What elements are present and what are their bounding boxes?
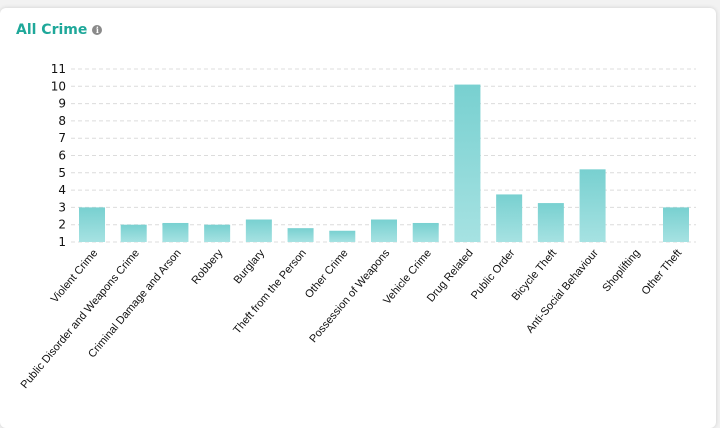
bar[interactable] [162,222,189,242]
bar[interactable] [537,203,564,242]
x-tick-label: Shoplifting [600,247,642,294]
bar[interactable] [371,219,397,242]
bar[interactable] [454,84,481,242]
bar[interactable] [412,222,439,242]
y-tick-label: 1 [58,235,66,249]
bar[interactable] [120,224,147,242]
x-tick-label: Possession of Weapons [307,247,392,345]
bar[interactable] [496,194,523,242]
x-tick-label: Theft from the Person [231,247,309,336]
y-tick-label: 9 [58,97,66,111]
bar[interactable] [204,224,231,242]
bar[interactable] [79,207,105,242]
y-tick-label: 4 [58,183,66,197]
info-icon[interactable]: i [92,25,103,35]
y-tick-label: 10 [51,79,66,93]
y-tick-label: 2 [58,218,66,232]
card-title: All Crime [16,22,88,38]
x-tick-label: Robbery [190,247,226,287]
bar[interactable] [287,228,314,242]
y-tick-label: 7 [58,131,66,145]
bar[interactable] [579,169,606,242]
card-header: All Crime i [16,22,103,38]
x-tick-label: Other Theft [639,247,684,297]
x-tick-label: Anti-Social Behaviour [524,247,601,336]
y-tick-label: 5 [58,166,66,180]
bar[interactable] [245,219,272,242]
y-tick-label: 6 [58,149,66,163]
bar[interactable] [663,207,689,242]
y-tick-label: 8 [58,114,66,128]
x-tick-label: Other Crime [303,247,351,301]
x-tick-label: Burglary [232,247,268,286]
bar[interactable] [329,230,356,242]
y-tick-label: 3 [58,200,66,214]
y-tick-label: 11 [51,62,66,76]
